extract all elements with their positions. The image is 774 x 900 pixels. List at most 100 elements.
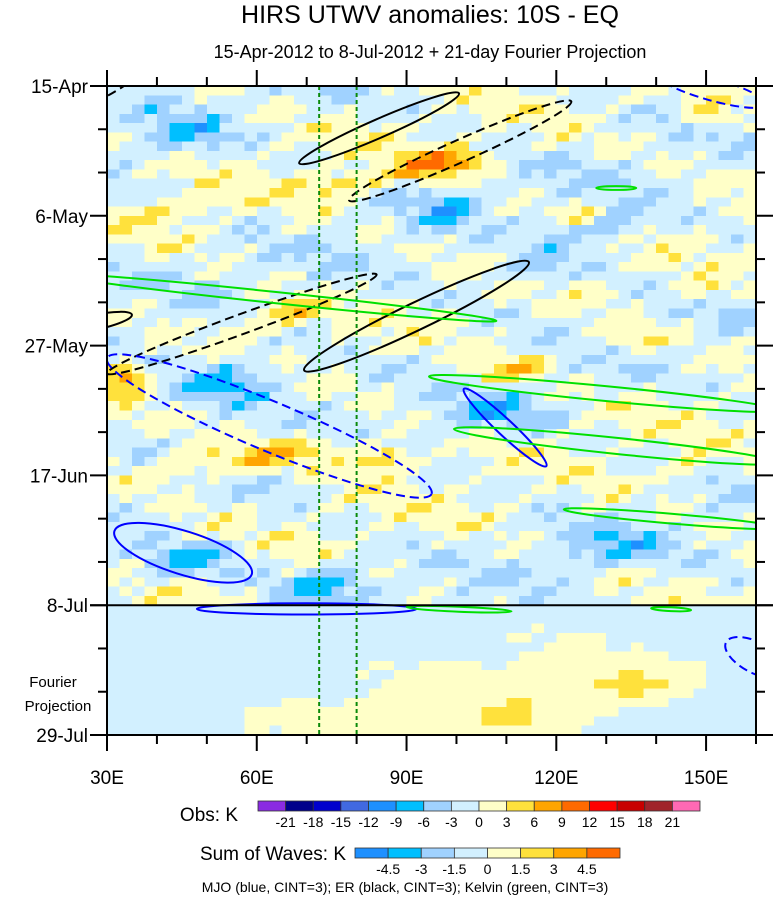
projection-cell (481, 688, 495, 699)
obs-cell (306, 123, 320, 133)
obs-cell (181, 549, 195, 560)
obs-cell (144, 188, 158, 198)
obs-cell (306, 466, 320, 476)
obs-cell (506, 558, 520, 569)
projection-cell (468, 660, 482, 671)
obs-cell (493, 327, 507, 337)
obs-cell (294, 104, 308, 115)
obs-cell (306, 299, 320, 310)
obs-cell (556, 86, 570, 96)
obs-cell (656, 521, 670, 532)
obs-cell (706, 382, 720, 393)
obs-cell (356, 243, 370, 254)
obs-cell (456, 243, 470, 254)
obs-cell (643, 150, 657, 161)
obs-cell (681, 549, 695, 560)
obs-cell (531, 150, 545, 161)
obs-cell (431, 178, 445, 189)
obs-cell (406, 215, 420, 226)
obs-cell (369, 252, 383, 263)
obs-cell (256, 271, 270, 282)
obs-cell (618, 410, 632, 421)
obs-cell (269, 290, 283, 300)
projection-cell (531, 614, 545, 625)
projection-cell (306, 697, 320, 708)
projection-cell (543, 725, 557, 735)
obs-cell (156, 225, 170, 235)
obs-cell (256, 577, 270, 588)
projection-cell (468, 688, 482, 699)
obs-cell (169, 234, 183, 245)
obs-cell (181, 262, 195, 273)
obs-cell (456, 280, 470, 291)
obs-cell (394, 512, 408, 523)
obs-cell (244, 299, 258, 310)
waves-colorbar-swatch (553, 847, 588, 859)
projection-cell (568, 660, 582, 671)
obs-cell (281, 345, 295, 356)
obs-cell (431, 558, 445, 569)
obs-cell (269, 558, 283, 569)
projection-cell (119, 633, 133, 643)
obs-cell (281, 438, 295, 449)
obs-cell (294, 503, 308, 514)
obs-cell (568, 132, 582, 143)
obs-cell (631, 586, 645, 597)
obs-cell (581, 141, 595, 152)
obs-cell (593, 160, 607, 171)
projection-cell (618, 633, 632, 643)
obs-cell (231, 401, 245, 412)
projection-cell (306, 670, 320, 680)
obs-cell (481, 178, 495, 189)
obs-cell (156, 123, 170, 133)
obs-cell (119, 503, 133, 514)
obs-cell (518, 243, 532, 254)
obs-cell (206, 512, 220, 523)
obs-cell (568, 382, 582, 393)
obs-cell (568, 317, 582, 328)
obs-cell (681, 234, 695, 245)
obs-cell (606, 456, 620, 467)
projection-cell (294, 679, 308, 690)
obs-cell (718, 586, 732, 597)
obs-cell (743, 197, 756, 208)
obs-cell (506, 271, 520, 282)
obs-cell (281, 206, 295, 217)
obs-cell (656, 354, 670, 365)
obs-cell (618, 521, 632, 532)
obs-cell (331, 95, 345, 106)
obs-cell (731, 150, 745, 161)
obs-cell (219, 438, 233, 449)
obs-cell (668, 252, 682, 263)
obs-cell (381, 104, 395, 115)
obs-cell (231, 595, 245, 606)
obs-cell (718, 345, 732, 356)
projection-cell (356, 679, 370, 690)
obs-cell (331, 484, 345, 495)
projection-cell (419, 679, 433, 690)
obs-cell (481, 531, 495, 541)
obs-cell (406, 429, 420, 439)
obs-cell (531, 382, 545, 393)
obs-cell (219, 271, 233, 282)
obs-cell (556, 558, 570, 569)
obs-cell (556, 178, 570, 189)
obs-cell (181, 540, 195, 551)
projection-cell (306, 707, 320, 718)
projection-cell (181, 660, 195, 671)
obs-cell (606, 280, 620, 291)
obs-cell (618, 113, 632, 124)
obs-cell (743, 345, 756, 356)
obs-cell (206, 595, 220, 606)
obs-cell (518, 568, 532, 578)
projection-cell (356, 614, 370, 625)
obs-cell (206, 262, 220, 273)
obs-cell (743, 104, 756, 115)
projection-cell (481, 623, 495, 634)
obs-cell (706, 364, 720, 374)
obs-cell (144, 419, 158, 430)
obs-cell (331, 150, 345, 161)
obs-cell (394, 392, 408, 402)
obs-cell (344, 197, 358, 208)
obs-cell (132, 540, 146, 551)
